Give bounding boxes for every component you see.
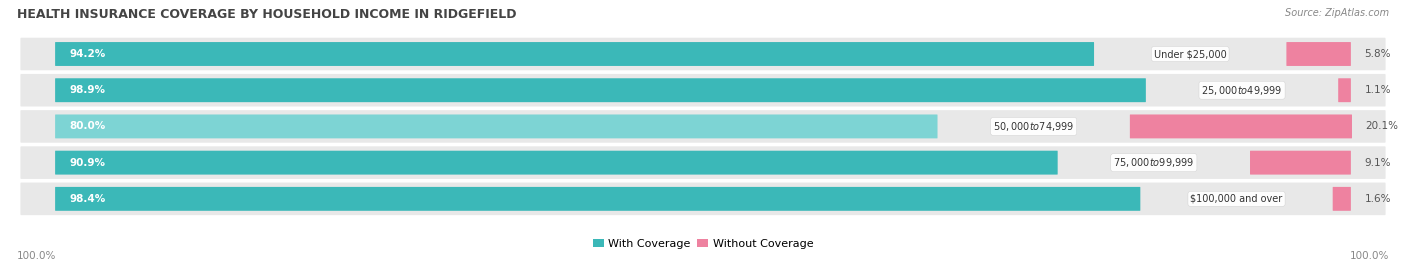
Text: 1.6%: 1.6%: [1364, 194, 1391, 204]
FancyBboxPatch shape: [1250, 151, 1351, 175]
FancyBboxPatch shape: [21, 146, 1385, 179]
Text: 94.2%: 94.2%: [69, 49, 105, 59]
Text: 100.0%: 100.0%: [17, 251, 56, 261]
Text: 98.9%: 98.9%: [69, 85, 105, 95]
FancyBboxPatch shape: [55, 42, 1094, 66]
FancyBboxPatch shape: [21, 38, 1385, 70]
Text: HEALTH INSURANCE COVERAGE BY HOUSEHOLD INCOME IN RIDGEFIELD: HEALTH INSURANCE COVERAGE BY HOUSEHOLD I…: [17, 8, 516, 21]
FancyBboxPatch shape: [55, 115, 938, 138]
Text: 9.1%: 9.1%: [1364, 158, 1391, 168]
Text: 80.0%: 80.0%: [69, 121, 105, 132]
FancyBboxPatch shape: [55, 151, 1057, 175]
Text: Source: ZipAtlas.com: Source: ZipAtlas.com: [1285, 8, 1389, 18]
Text: Under $25,000: Under $25,000: [1154, 49, 1226, 59]
FancyBboxPatch shape: [21, 110, 1385, 143]
Text: $25,000 to $49,999: $25,000 to $49,999: [1201, 84, 1282, 97]
Text: $75,000 to $99,999: $75,000 to $99,999: [1114, 156, 1195, 169]
Text: 100.0%: 100.0%: [1350, 251, 1389, 261]
Text: $50,000 to $74,999: $50,000 to $74,999: [993, 120, 1074, 133]
FancyBboxPatch shape: [55, 78, 1146, 102]
FancyBboxPatch shape: [1286, 42, 1351, 66]
FancyBboxPatch shape: [1333, 187, 1351, 211]
FancyBboxPatch shape: [1339, 78, 1351, 102]
FancyBboxPatch shape: [21, 183, 1385, 215]
Text: $100,000 and over: $100,000 and over: [1191, 194, 1282, 204]
Text: 90.9%: 90.9%: [69, 158, 105, 168]
FancyBboxPatch shape: [55, 187, 1140, 211]
FancyBboxPatch shape: [1130, 115, 1353, 138]
Legend: With Coverage, Without Coverage: With Coverage, Without Coverage: [592, 239, 814, 249]
Text: 98.4%: 98.4%: [69, 194, 105, 204]
FancyBboxPatch shape: [21, 74, 1385, 107]
Text: 1.1%: 1.1%: [1364, 85, 1391, 95]
Text: 5.8%: 5.8%: [1364, 49, 1391, 59]
Text: 20.1%: 20.1%: [1365, 121, 1399, 132]
